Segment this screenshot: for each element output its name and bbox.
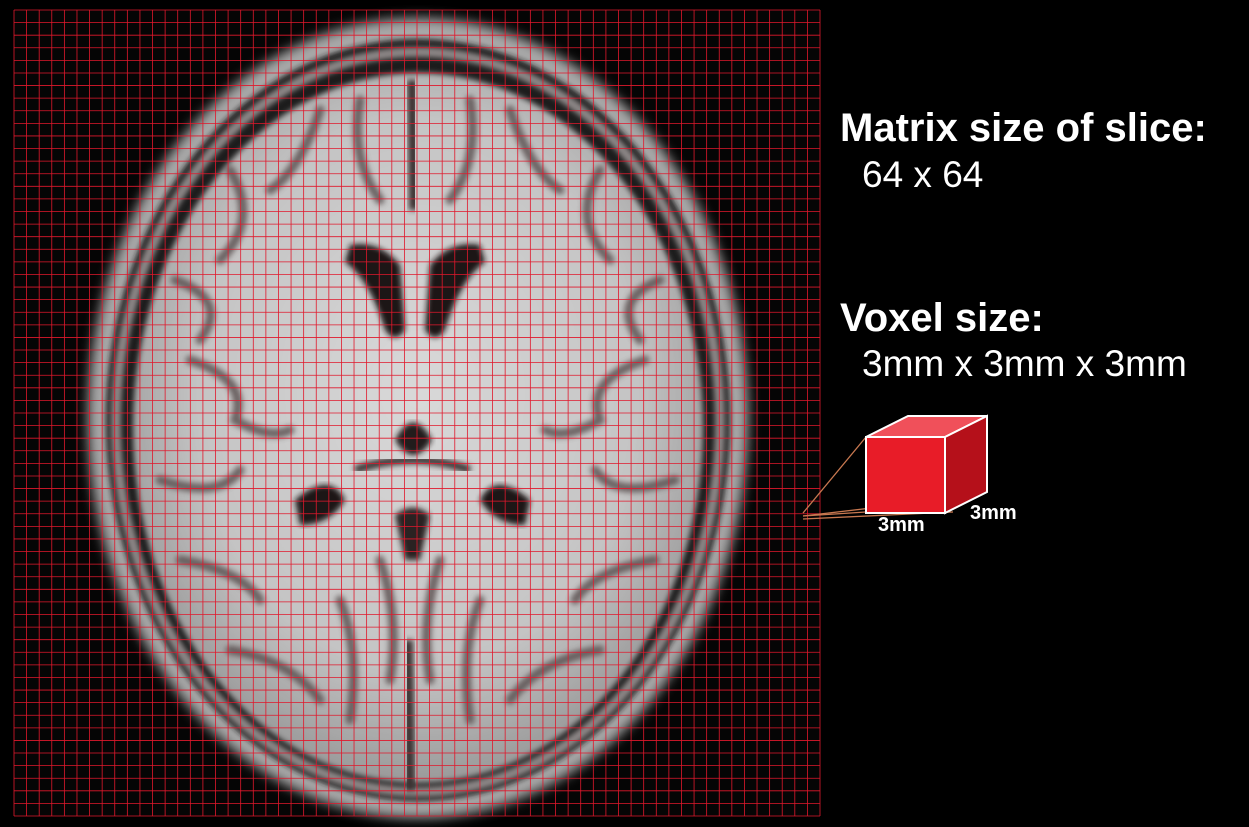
cube-side-dimension-label: 3mm (970, 502, 1017, 524)
cube-front-dimension-label: 3mm (878, 514, 925, 536)
voxel-cube (865, 414, 988, 515)
voxel-grid-overlay (13, 9, 821, 817)
matrix-size-value: 64 x 64 (862, 154, 984, 195)
matrix-size-heading: Matrix size of slice: (840, 106, 1207, 150)
voxel-size-value: 3mm x 3mm x 3mm (862, 343, 1187, 384)
voxel-cube-front-face (865, 436, 946, 514)
voxel-size-heading: Voxel size: (840, 296, 1044, 340)
